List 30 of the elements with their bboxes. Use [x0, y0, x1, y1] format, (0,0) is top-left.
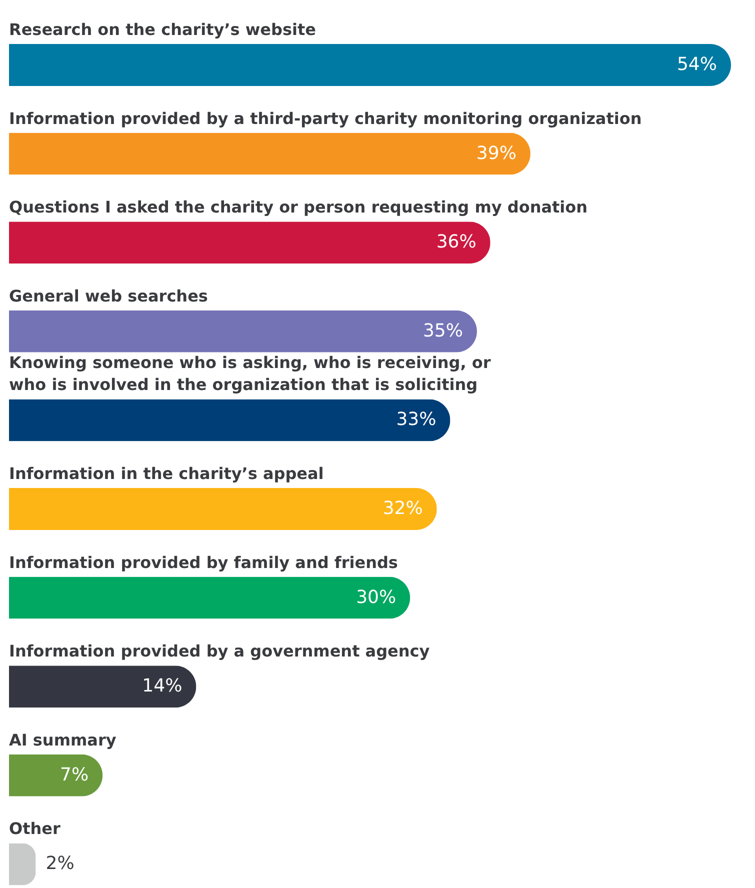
y-tick-label: Information provided by a government agency: [9, 642, 430, 661]
data-label: 39%: [476, 142, 516, 164]
data-label: 14%: [142, 676, 182, 697]
data-label: 33%: [396, 409, 436, 430]
y-tick-label: Other: [9, 819, 60, 838]
bar: [9, 399, 450, 442]
y-tick-label: Information provided by a third-party charity monitoring organization: [9, 108, 642, 128]
bar: [9, 132, 530, 175]
y-tick-label: Research on the charity’s website: [9, 20, 316, 39]
y-tick-label: AI summary: [9, 730, 117, 750]
data-label: 54%: [676, 54, 717, 75]
data-label: 35%: [422, 320, 463, 342]
data-label: 36%: [436, 232, 476, 253]
bar: [9, 576, 410, 619]
y-tick-label: Questions I asked the charity or person requesting my donation: [9, 198, 588, 217]
data-label: 7%: [60, 764, 89, 786]
bar: [9, 666, 196, 708]
data-label: 32%: [382, 498, 423, 519]
y-tick-label: General web searches: [9, 286, 208, 306]
y-tick-label: Information in the charity’s appeal: [9, 464, 324, 483]
y-tick-label: Information provided by family and friends: [9, 552, 398, 572]
bar: [9, 488, 437, 530]
bar: [9, 843, 36, 886]
data-label: 2%: [46, 853, 74, 874]
bar: [9, 44, 731, 86]
bar: [9, 310, 477, 352]
y-tick-label: Knowing someone who is asking, who is receiving, or who is involved in the organization that is soliciting: [9, 353, 491, 394]
bar: [9, 222, 490, 264]
bar: [9, 754, 103, 796]
data-label: 30%: [356, 586, 396, 608]
